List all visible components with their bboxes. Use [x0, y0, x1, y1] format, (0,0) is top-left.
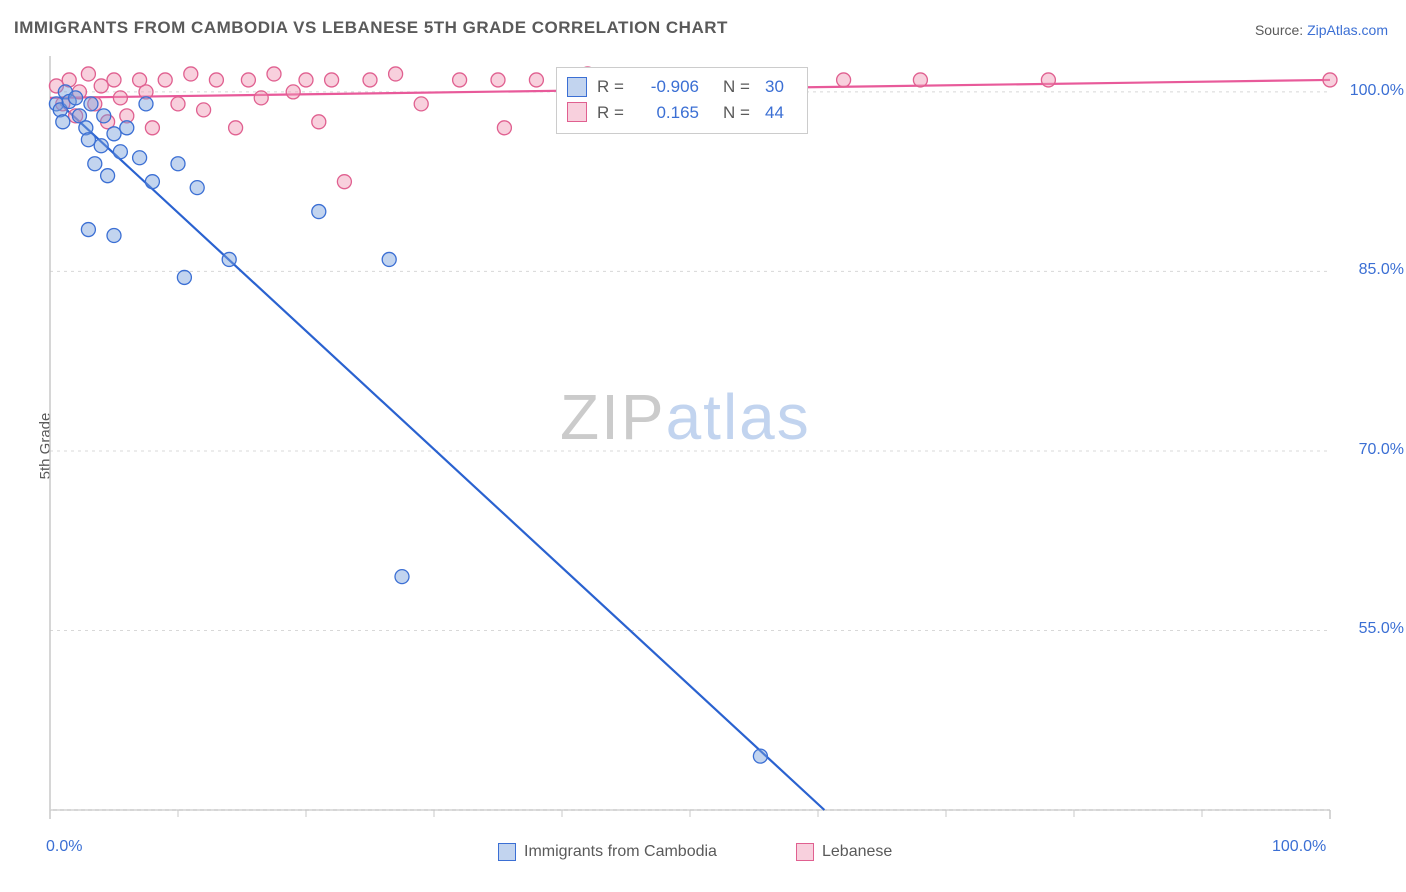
n-label: N = [723, 74, 755, 100]
y-tick-label: 70.0% [1334, 441, 1404, 459]
x-tick-label: 0.0% [46, 838, 82, 856]
swatch-cambodia [567, 77, 587, 97]
legend-label-lebanese: Lebanese [822, 843, 892, 861]
n-value-cambodia: 30 [765, 74, 793, 100]
r-label: R = [597, 100, 627, 126]
stats-row-cambodia: R = -0.906 N = 30 [567, 74, 793, 100]
legend-item-lebanese: Lebanese [796, 843, 892, 861]
x-tick-label: 100.0% [1272, 838, 1326, 856]
r-value-lebanese: 0.165 [637, 100, 699, 126]
y-tick-label: 100.0% [1334, 82, 1404, 100]
y-tick-label: 85.0% [1334, 261, 1404, 279]
correlation-stats-box: R = -0.906 N = 30 R = 0.165 N = 44 [556, 67, 808, 134]
legend-item-cambodia: Immigrants from Cambodia [498, 843, 717, 861]
n-value-lebanese: 44 [765, 100, 793, 126]
r-label: R = [597, 74, 627, 100]
swatch-cambodia-icon [498, 843, 516, 861]
y-tick-label: 55.0% [1334, 620, 1404, 638]
r-value-cambodia: -0.906 [637, 74, 699, 100]
legend-label-cambodia: Immigrants from Cambodia [524, 843, 717, 861]
chart-container: IMMIGRANTS FROM CAMBODIA VS LEBANESE 5TH… [0, 0, 1406, 892]
n-label: N = [723, 100, 755, 126]
stats-row-lebanese: R = 0.165 N = 44 [567, 100, 793, 126]
swatch-lebanese [567, 102, 587, 122]
swatch-lebanese-icon [796, 843, 814, 861]
